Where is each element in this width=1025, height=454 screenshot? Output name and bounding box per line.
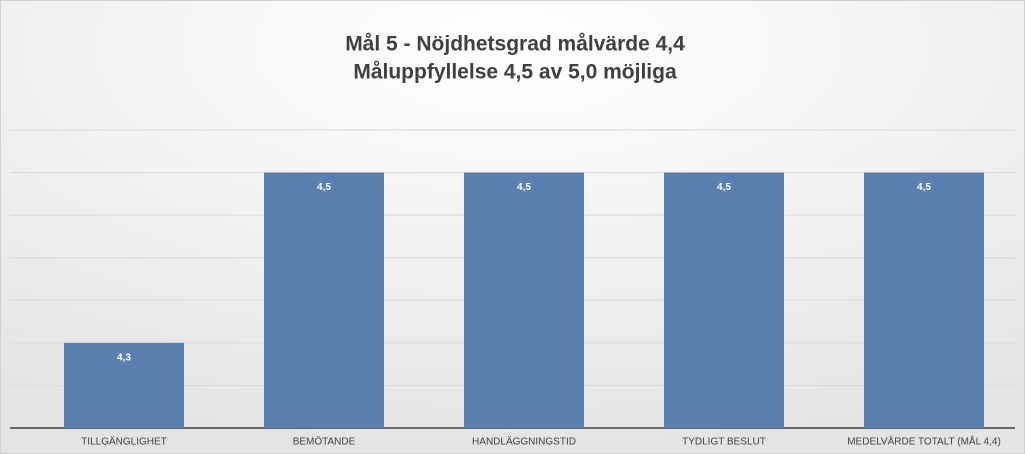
bar bbox=[864, 172, 984, 428]
value-label: 4,3 bbox=[117, 352, 131, 363]
value-label: 4,5 bbox=[517, 182, 531, 193]
bar bbox=[264, 172, 384, 428]
x-tick-label: HANDLÄGGNINGSTID bbox=[472, 436, 576, 448]
value-label: 4,5 bbox=[317, 182, 331, 193]
x-tick-label: TYDLIGT BESLUT bbox=[682, 437, 766, 448]
chart-title: Mål 5 - Nöjdhetsgrad målvärde 4,4 bbox=[345, 33, 685, 56]
value-label: 4,5 bbox=[717, 182, 731, 193]
value-label: 4,5 bbox=[917, 182, 931, 193]
chart-subtitle: Måluppfyllelse 4,5 av 5,0 möjliga bbox=[353, 61, 677, 84]
bar bbox=[664, 172, 784, 428]
bar bbox=[64, 342, 184, 428]
bar bbox=[464, 172, 584, 428]
x-tick-label: TILLGÄNGLIGHET bbox=[81, 436, 167, 448]
x-tick-label: MEDELVÄRDE TOTALT (MÅL 4,4) bbox=[847, 435, 1001, 448]
x-tick-label: BEMÖTANDE bbox=[293, 436, 356, 448]
